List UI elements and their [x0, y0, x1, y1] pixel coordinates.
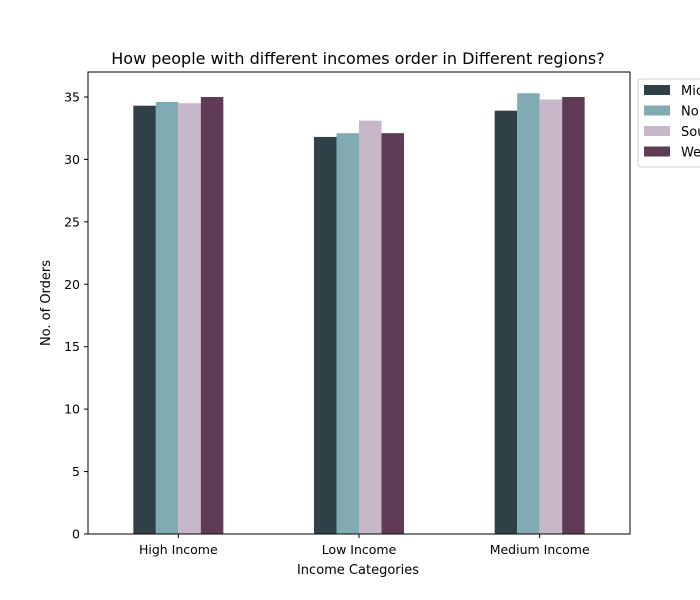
legend-swatch-mic [644, 85, 670, 95]
legend-swatch-sou [644, 126, 670, 136]
x-tick-label: Medium Income [490, 542, 590, 557]
bar-no-medium-income [517, 93, 540, 535]
y-tick-label: 30 [64, 152, 80, 167]
y-tick-label: 35 [64, 89, 80, 104]
x-tick-label: High Income [139, 542, 218, 557]
bar-mic-low-income [314, 136, 337, 534]
y-tick-label: 25 [64, 214, 80, 229]
bars-group [133, 93, 585, 535]
bar-sou-high-income [178, 103, 201, 534]
bar-sou-medium-income [539, 99, 563, 534]
y-tick-label: 10 [64, 402, 80, 417]
legend-label-mic: Mic [681, 84, 700, 99]
y-tick-label: 15 [64, 339, 80, 354]
y-tick-label: 20 [64, 277, 80, 292]
legend-swatch-we [644, 146, 670, 157]
legend: Mic No Sou We [637, 78, 700, 168]
bar-we-medium-income [562, 96, 585, 535]
bar-no-high-income [155, 101, 179, 535]
legend-swatch-no [644, 105, 670, 116]
y-tick-label: 0 [72, 527, 80, 542]
legend-label-we: We [681, 146, 700, 161]
bar-mic-medium-income [494, 110, 518, 535]
bar-no-low-income [336, 133, 359, 534]
bar-mic-high-income [133, 105, 156, 535]
axes-group: 0 5 10 15 20 25 30 35 High Income Low Income Mediu… [64, 71, 631, 557]
bar-we-low-income [381, 133, 404, 534]
bar-sou-low-income [359, 120, 382, 534]
y-tick-label: 5 [72, 464, 80, 479]
legend-label-sou: Sou [681, 125, 700, 140]
chart-title: How people with different incomes order … [111, 49, 604, 68]
bar-we-high-income [200, 96, 224, 535]
x-tick-label: Low Income [322, 542, 397, 557]
legend-label-no: No [681, 105, 699, 120]
y-axis-label: No. of Orders [39, 260, 54, 346]
legend-box [637, 78, 700, 168]
x-axis-label: Income Categories [297, 563, 419, 578]
